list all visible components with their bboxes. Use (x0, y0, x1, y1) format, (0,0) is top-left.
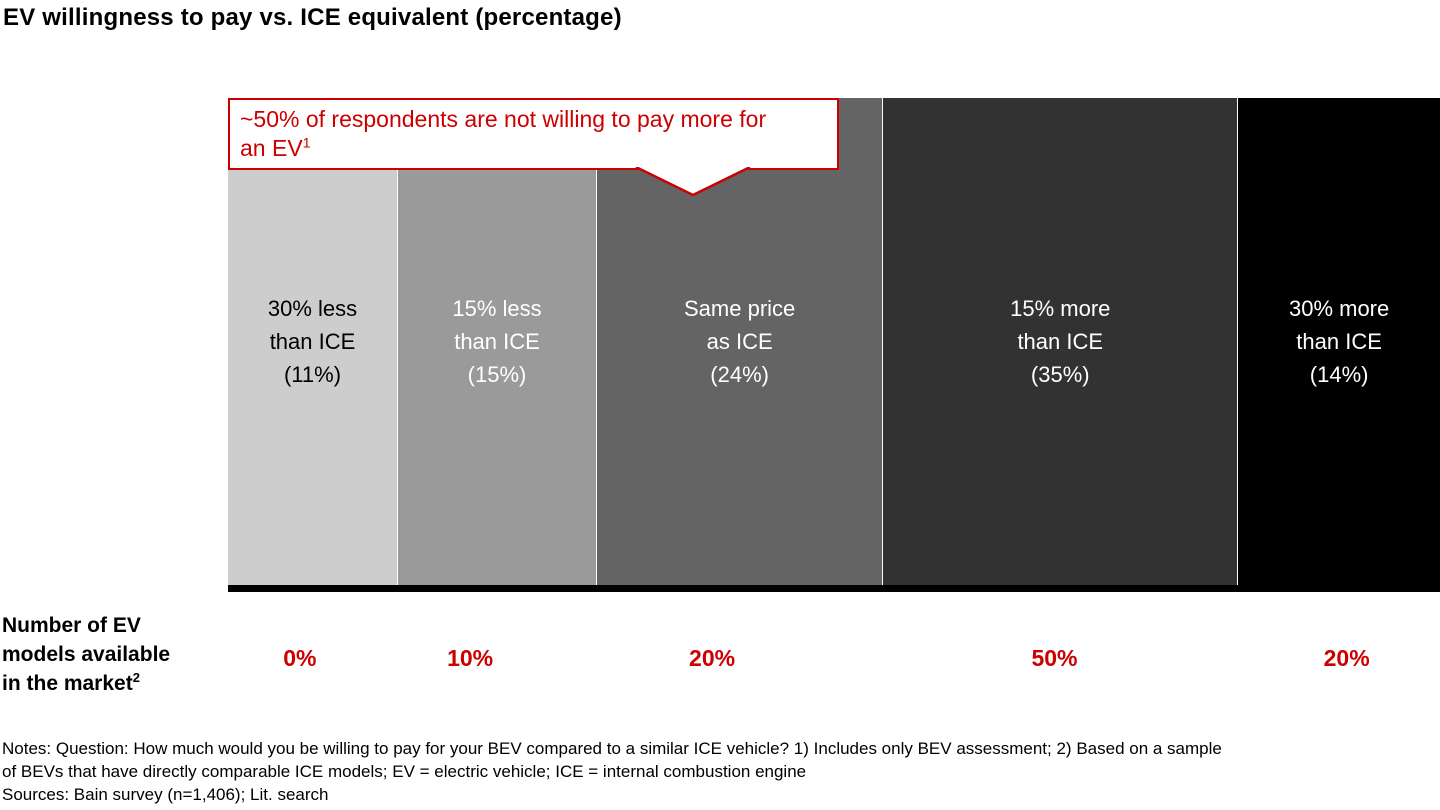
segment-value: (24%) (710, 362, 769, 387)
segment-value: (35%) (1030, 362, 1090, 387)
callout-text-line2: an EV (240, 135, 303, 161)
sources-line: Sources: Bain survey (n=1,406); Lit. sea… (2, 785, 329, 804)
ev-models-share-value: 20% (1323, 645, 1370, 671)
ev-models-share-value: 50% (1031, 645, 1078, 671)
x-axis-line (228, 585, 1440, 592)
segment-value: (11%) (283, 362, 342, 387)
segment-value: (14%) (1309, 362, 1369, 387)
footnote-marker: 2 (132, 670, 140, 685)
segment-label: 30% less than ICE (11%) (267, 296, 358, 387)
footnote-marker: 1 (302, 135, 311, 152)
callout-box: ~50% of respondents are not willing to p… (228, 98, 839, 170)
bar-segment-15pct-more: 15% more than ICE (35%) (883, 98, 1239, 585)
ev-models-share-value: 20% (689, 645, 736, 671)
segment-label: 15% more than ICE (35%) (1010, 296, 1111, 387)
segment-label: Same price as ICE (24%) (684, 296, 796, 387)
bar-segment-same-price: Same price as ICE (24%) (597, 98, 884, 585)
bar-segment-15pct-less: 15% less than ICE (15%) (398, 98, 598, 585)
segment-value: (15%) (467, 362, 527, 387)
callout-text: ~50% of respondents are not willing to p… (240, 106, 767, 132)
bar-segment-30pct-less: 30% less than ICE (11%) (228, 98, 399, 585)
notes-line: of BEVs that have directly comparable IC… (2, 762, 807, 781)
segment-label: 30% more than ICE (14%) (1288, 296, 1390, 387)
segment-label: 15% less than ICE (15%) (452, 296, 542, 387)
ev-models-share-value: 0% (283, 645, 317, 671)
bar-segment-30pct-more: 30% more than ICE (14%) (1238, 98, 1440, 585)
ev-models-share-value: 10% (447, 645, 494, 671)
chart-title: EV willingness to pay vs. ICE equivalent… (3, 4, 622, 31)
callout-pointer-icon (635, 167, 751, 197)
ev-models-row-label: Number of EV models available in the mar… (2, 614, 171, 695)
notes-line: Notes: Question: How much would you be w… (2, 739, 1222, 758)
ev-models-share-row: 0% 10% 20% 50% 20% (228, 646, 1440, 670)
notes-block: Notes: Question: How much would you be w… (2, 737, 1222, 806)
stacked-bar: 30% less than ICE (11%) 15% less than IC… (228, 98, 1440, 585)
